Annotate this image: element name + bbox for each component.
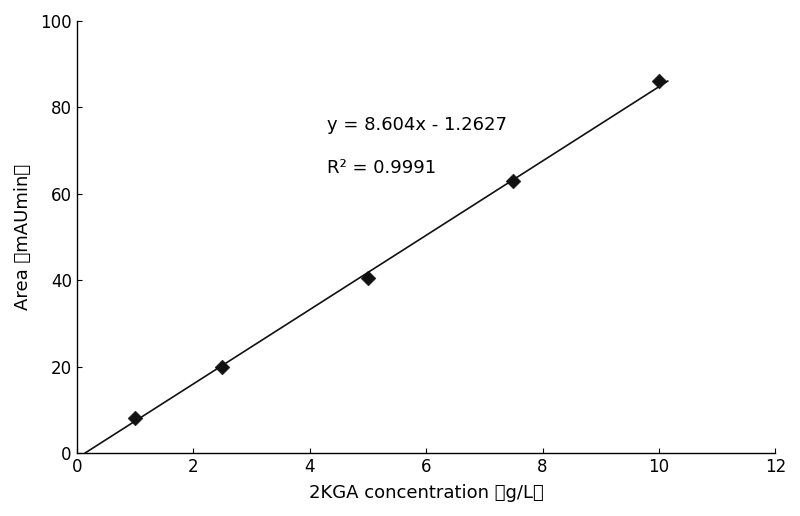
Point	[129, 414, 142, 423]
Point	[362, 274, 374, 282]
Y-axis label: Area （mAUmin）: Area （mAUmin）	[14, 164, 32, 310]
Text: R² = 0.9991: R² = 0.9991	[327, 159, 436, 177]
Point	[653, 77, 666, 86]
X-axis label: 2KGA concentration （g/L）: 2KGA concentration （g/L）	[309, 484, 543, 502]
Point	[507, 176, 520, 185]
Point	[216, 362, 229, 370]
Text: y = 8.604x - 1.2627: y = 8.604x - 1.2627	[327, 116, 507, 134]
